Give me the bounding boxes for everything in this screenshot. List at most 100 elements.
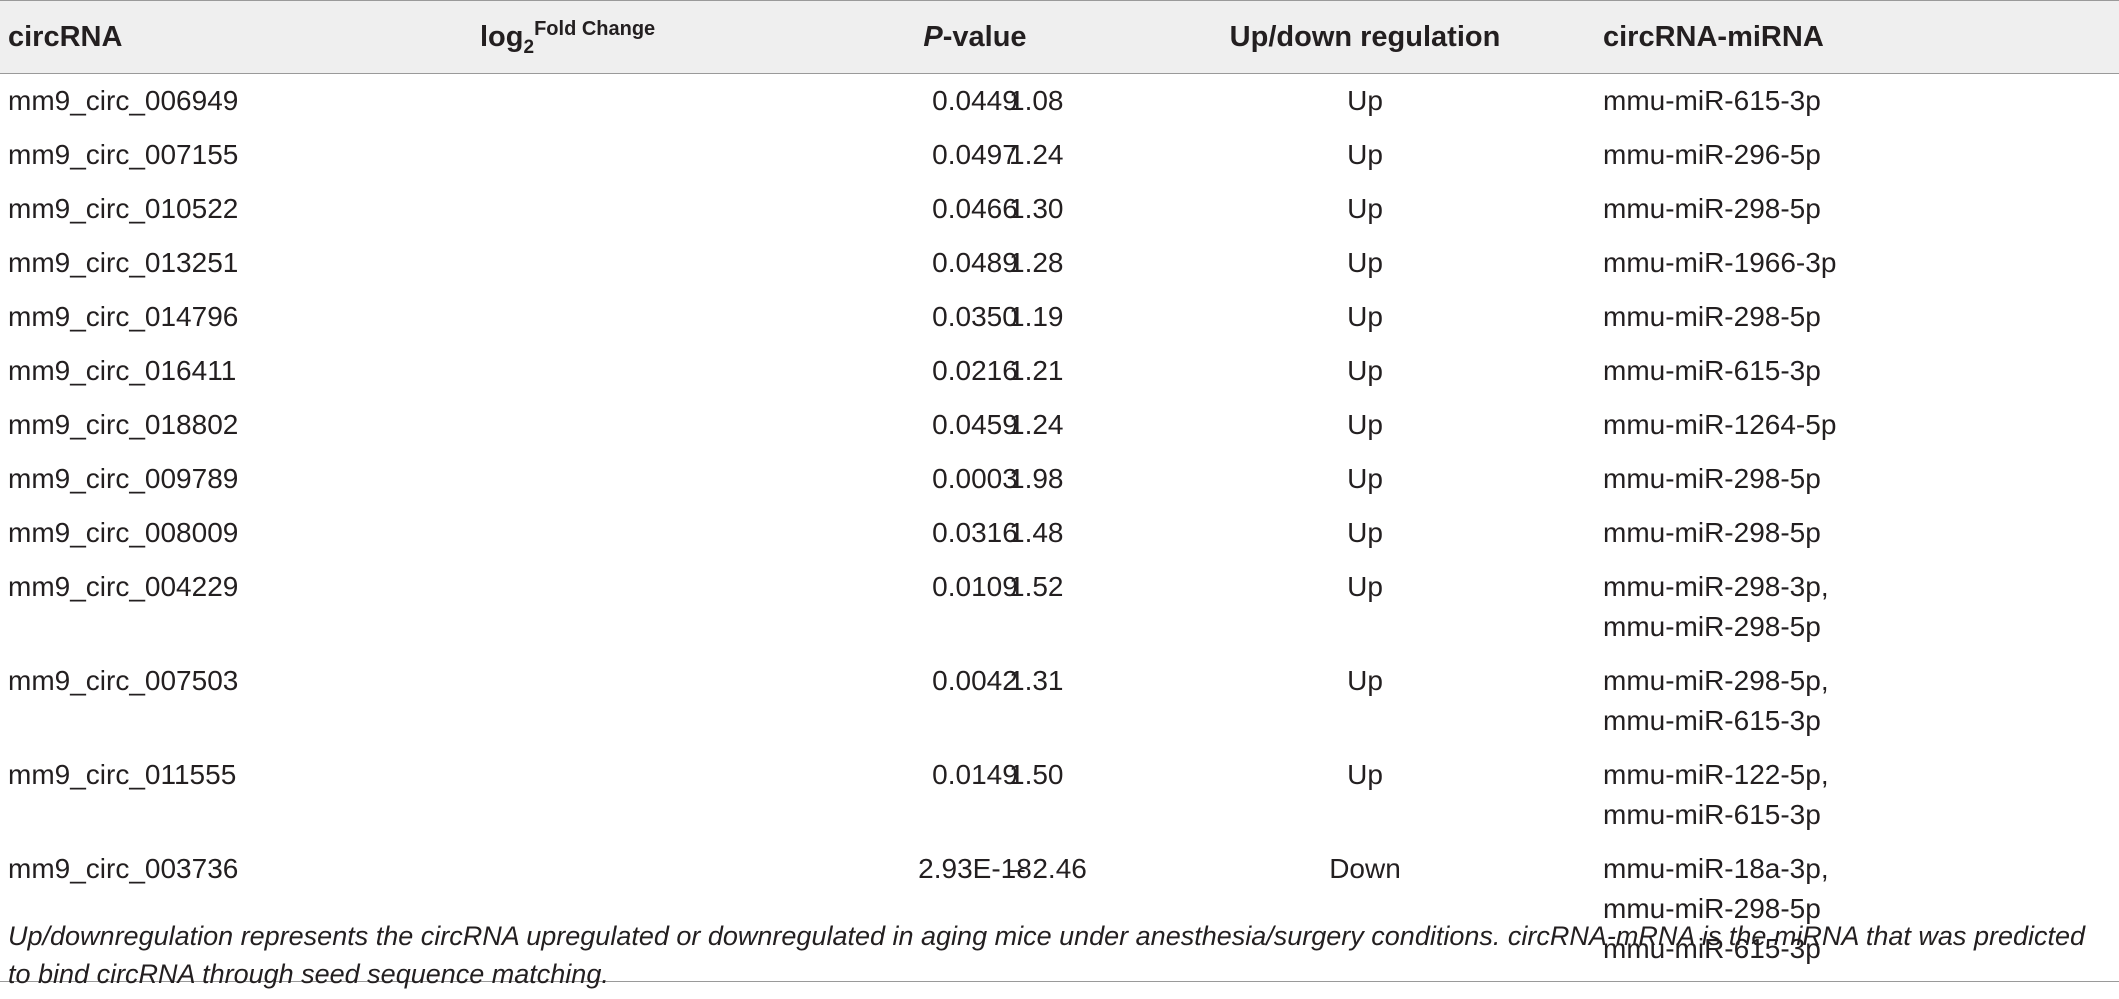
cell-fold-change: 1.50: [1009, 759, 1064, 790]
mirna-entry: mmu-miR-298-5p: [1603, 893, 1821, 924]
cell-circrna: mm9_circ_016411: [8, 355, 237, 386]
header-p-italic: P: [923, 20, 943, 53]
cell-circrna-mirna: mmu-miR-298-3p, mmu-miR-298-5p: [1595, 560, 2119, 654]
cell-regulation: Up: [1347, 247, 1383, 278]
cell-regulation: Down: [1135, 842, 1595, 982]
mirna-entry: mmu-miR-1264-5p: [1603, 409, 1837, 440]
table-row: mm9_circ_003736– 2.46 2.93E-18 Down mmu-miR…: [0, 842, 2119, 982]
cell-regulation: Up: [1347, 139, 1383, 170]
mirna-entry: mmu-miR-298-3p,: [1603, 571, 1829, 602]
table-footnote: Up/downregulation represents the circRNA…: [8, 921, 2086, 989]
cell-circrna-mirna: mmu-miR-1966-3p: [1595, 236, 2119, 290]
header-p-rest: -value: [942, 20, 1027, 53]
table-row: mm9_circ_011555 1.50 0.0149 Up mmu-miR-122-5…: [0, 748, 2119, 842]
table-row: mm9_circ_007155 1.24 0.0497 Up mmu-miR-296-5…: [0, 128, 2119, 182]
header-circrna: circRNA: [0, 0, 470, 74]
cell-circrna: mm9_circ_010522: [8, 193, 239, 224]
cell-circrna: mm9_circ_007503: [8, 665, 239, 696]
cell-circrna-mirna: mmu-miR-298-5p: [1595, 290, 2119, 344]
cell-circrna: mm9_circ_004229: [8, 571, 239, 602]
cell-regulation: Up: [1347, 517, 1383, 548]
header-fold-sup: Fold Change: [534, 17, 656, 40]
cell-fold-change: 1.24: [1009, 139, 1064, 170]
cell-regulation: Up: [1347, 571, 1383, 602]
cell-circrna-mirna: mmu-miR-298-5p: [1595, 452, 2119, 506]
table-row: mm9_circ_009789 1.98 0.0003 Up mmu-miR-298-5…: [0, 452, 2119, 506]
mirna-entry: mmu-miR-18a-3p,: [1603, 853, 1829, 884]
cell-regulation: Up: [1347, 409, 1383, 440]
cell-p-value: 0.0316: [932, 517, 1018, 548]
cell-fold-change: 1.48: [1009, 517, 1064, 548]
cell-p-value: 0.0459: [932, 409, 1018, 440]
cell-circrna: mm9_circ_007155: [8, 139, 239, 170]
cell-p-value: 0.0003: [932, 463, 1018, 494]
cell-circrna-mirna: mmu-miR-296-5p: [1595, 128, 2119, 182]
table-row: mm9_circ_008009 1.48 0.0316 Up mmu-miR-298-5…: [0, 506, 2119, 560]
cell-circrna-mirna: mmu-miR-298-5p: [1595, 182, 2119, 236]
cell-regulation: Up: [1347, 463, 1383, 494]
mirna-entry: mmu-miR-298-5p,: [1603, 665, 1829, 696]
cell-circrna: mm9_circ_018802: [8, 409, 239, 440]
cell-circrna-mirna: mmu-miR-615-3p: [1595, 74, 2119, 129]
cell-circrna: mm9_circ_003736: [0, 842, 470, 982]
cell-fold-change: 1.28: [1009, 247, 1064, 278]
cell-circrna-mirna: mmu-miR-615-3p: [1595, 344, 2119, 398]
cell-p-value: 0.0042: [932, 665, 1018, 696]
cell-circrna: mm9_circ_013251: [8, 247, 239, 278]
cell-fold-change: 1.21: [1009, 355, 1064, 386]
cell-circrna: mm9_circ_011555: [8, 759, 237, 790]
cell-fold-change: 1.19: [1009, 301, 1064, 332]
cell-regulation: Up: [1347, 759, 1383, 790]
table-row: mm9_circ_006949 1.08 0.0449 Up mmu-miR-615-3…: [0, 74, 2119, 129]
mirna-entry: mmu-miR-296-5p: [1603, 139, 1821, 170]
table-row: mm9_circ_013251 1.28 0.0489 Up mmu-miR-1966-…: [0, 236, 2119, 290]
mirna-entry: mmu-miR-615-3p: [1603, 85, 1821, 116]
cell-p-value: 0.0216: [932, 355, 1018, 386]
table-row: mm9_circ_016411 1.21 0.0216 Up mmu-miR-615-3…: [0, 344, 2119, 398]
mirna-entry: mmu-miR-615-3p: [1603, 799, 1821, 830]
cell-fold-change: 1.31: [1009, 665, 1064, 696]
cell-circrna-mirna: mmu-miR-298-5p, mmu-miR-615-3p: [1595, 654, 2119, 748]
table-row: mm9_circ_010522 1.30 0.0466 Up mmu-miR-298-5…: [0, 182, 2119, 236]
cell-p-value: 2.93E-18: [815, 842, 1135, 982]
header-regulation: Up/down regulation: [1135, 0, 1595, 74]
cell-regulation: Up: [1347, 355, 1383, 386]
mirna-entry: mmu-miR-298-5p: [1603, 611, 1821, 642]
cell-circrna-mirna: mmu-miR-298-5p: [1595, 506, 2119, 560]
cell-circrna-mirna: mmu-miR-1264-5p: [1595, 398, 2119, 452]
cell-fold-change: 1.24: [1009, 409, 1064, 440]
header-row: circRNA log2Fold Change P-value Up/down …: [0, 0, 2119, 74]
header-fold-sub: 2: [523, 36, 535, 58]
cell-p-value: 0.0497: [932, 139, 1018, 170]
header-p-value: P-value: [815, 0, 1135, 74]
mirna-entry: mmu-miR-298-5p: [1603, 463, 1821, 494]
cell-p-value: 0.0109: [932, 571, 1018, 602]
header-circrna-mirna: circRNA-miRNA: [1595, 0, 2119, 74]
mirna-entry: mmu-miR-298-5p: [1603, 193, 1821, 224]
cell-regulation: Up: [1347, 301, 1383, 332]
cell-fold-change: 1.52: [1009, 571, 1064, 602]
cell-fold-change: 1.08: [1009, 85, 1064, 116]
mirna-entry: mmu-miR-298-5p: [1603, 301, 1821, 332]
mirna-entry: mmu-miR-615-3p: [1603, 933, 1821, 964]
header-fold-base: log: [480, 20, 524, 53]
cell-regulation: Up: [1347, 665, 1383, 696]
mirna-entry: mmu-miR-615-3p: [1603, 355, 1821, 386]
cell-p-value: 0.0350: [932, 301, 1018, 332]
mirna-entry: mmu-miR-615-3p: [1603, 705, 1821, 736]
table-row: mm9_circ_014796 1.19 0.0350 Up mmu-miR-298-5…: [0, 290, 2119, 344]
cell-circrna: mm9_circ_006949: [8, 85, 239, 116]
cell-regulation: Up: [1347, 85, 1383, 116]
table-header: circRNA log2Fold Change P-value Up/down …: [0, 0, 2119, 74]
cell-circrna-mirna: mmu-miR-122-5p, mmu-miR-615-3p: [1595, 748, 2119, 842]
header-log2-fold-change: log2Fold Change: [470, 0, 815, 74]
table-row: mm9_circ_004229 1.52 0.0109 Up mmu-miR-298-3…: [0, 560, 2119, 654]
cell-p-value: 0.0489: [932, 247, 1018, 278]
cell-p-value: 0.0149: [932, 759, 1018, 790]
table-row: mm9_circ_018802 1.24 0.0459 Up mmu-miR-1264-…: [0, 398, 2119, 452]
mirna-entry: mmu-miR-1966-3p: [1603, 247, 1837, 278]
cell-fold-change: 1.98: [1009, 463, 1064, 494]
mirna-entry: mmu-miR-122-5p,: [1603, 759, 1829, 790]
